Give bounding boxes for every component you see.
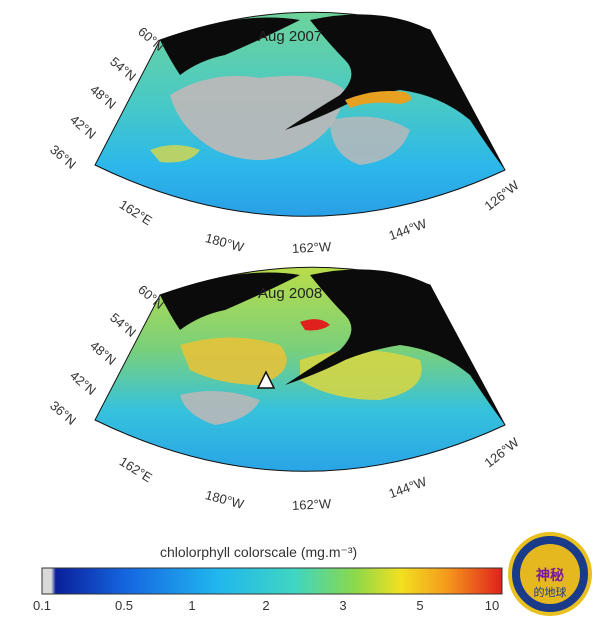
colorbar-tick: 0.5 <box>114 598 134 613</box>
land-alaska-2008 <box>285 269 505 425</box>
watermark-logo: 神秘 的地球 <box>508 532 592 616</box>
colorbar-tick: 10 <box>484 598 500 613</box>
colorbar-tick: 2 <box>262 598 270 613</box>
colorbar-tick: 1 <box>188 598 196 613</box>
land-alaska-2007 <box>285 14 505 170</box>
map-panel-2007 <box>94 11 506 217</box>
cloud-patch-2008 <box>180 391 260 425</box>
triangle-marker <box>256 370 276 389</box>
cloud-patch-2007-b <box>330 116 410 165</box>
coastal-bloom-2007 <box>345 91 412 108</box>
colorbar-tick: 5 <box>416 598 424 613</box>
colorbar-bar <box>41 567 503 595</box>
bloom-patch-2008-a <box>180 337 287 385</box>
coastal-bloom-2008 <box>300 319 330 331</box>
lon-label: 162°W <box>291 238 332 257</box>
colorbar-tick: 3 <box>339 598 347 613</box>
svg-text:神秘: 神秘 <box>536 567 564 584</box>
map-panel-2008 <box>94 266 506 472</box>
bloom-patch-2007 <box>150 145 200 163</box>
land-siberia-2008 <box>160 272 300 330</box>
land-siberia-2007 <box>160 17 300 75</box>
cloud-patch-2007-a <box>170 75 345 160</box>
panel-title-2008: Aug 2008 <box>258 285 323 302</box>
colorbar-tick: 0.1 <box>32 598 52 613</box>
svg-text:的地球: 的地球 <box>534 585 567 599</box>
colorbar-title: chlolorphyll colorscale (mg.m⁻³) <box>160 544 358 560</box>
panel-title-2007: Aug 2007 <box>258 28 323 45</box>
lon-label: 162°W <box>291 495 332 514</box>
